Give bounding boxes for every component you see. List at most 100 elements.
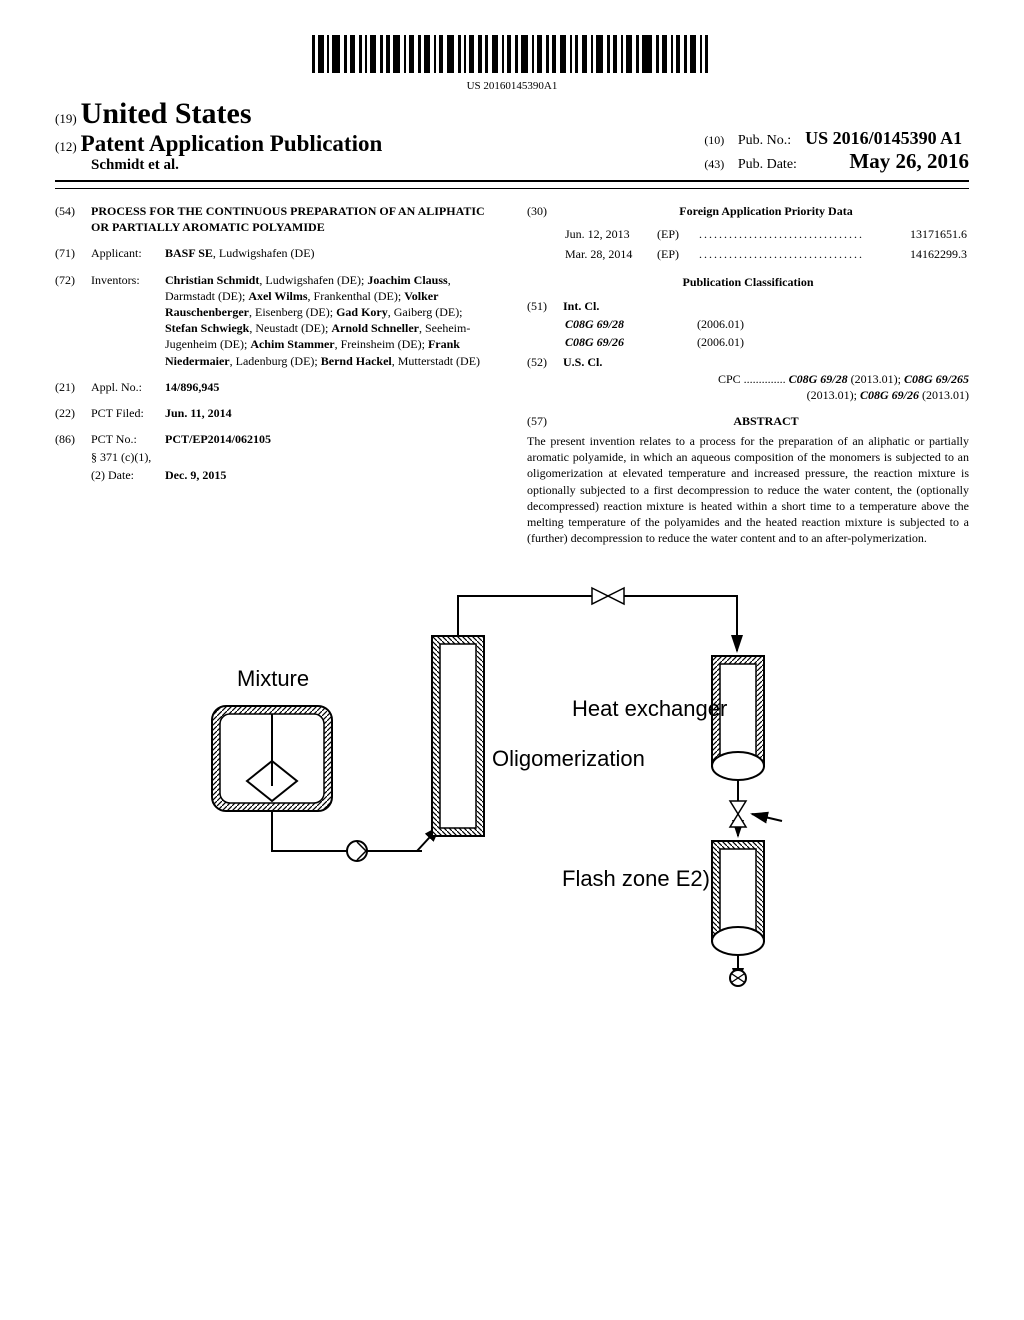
pub-date: May 26, 2016 bbox=[849, 149, 969, 173]
applicant-row: (71) Applicant: BASF SE, Ludwigshafen (D… bbox=[55, 245, 497, 261]
intcl-code: C08G 69/28 bbox=[565, 316, 695, 332]
header-authors: Schmidt et al. bbox=[55, 157, 382, 174]
priority-date: Mar. 28, 2014 bbox=[565, 245, 655, 263]
inventor-name: Gad Kory bbox=[336, 305, 388, 319]
pub-no-label: Pub. No.: bbox=[738, 133, 791, 148]
int-cl-row: (51) Int. Cl. C08G 69/28 (2006.01)C08G 6… bbox=[527, 298, 969, 353]
pump-icon bbox=[347, 841, 367, 861]
inventor-name: Bernd Hackel bbox=[321, 354, 392, 368]
pct-filed-label: PCT Filed: bbox=[91, 405, 165, 421]
us-cl-num: (52) bbox=[527, 354, 563, 403]
inventor-name: Stefan Schwiegk bbox=[165, 321, 249, 335]
pct-sub2-label: (2) Date: bbox=[91, 467, 165, 483]
pct-no-label: PCT No.: bbox=[91, 431, 165, 447]
title-row: (54) PROCESS FOR THE CONTINUOUS PREPARAT… bbox=[55, 203, 497, 235]
pct-sub2-value: Dec. 9, 2015 bbox=[165, 467, 497, 483]
inventor-loc: , Frankenthal (DE); bbox=[308, 289, 405, 303]
inventor-loc: , Neustadt (DE); bbox=[249, 321, 331, 335]
oligomerization-column-icon bbox=[432, 636, 484, 836]
pct-no-row: (86) PCT No.: PCT/EP2014/062105 bbox=[55, 431, 497, 447]
inventor-loc: , Ludwigshafen (DE); bbox=[259, 273, 367, 287]
cpc-label: CPC bbox=[718, 372, 741, 386]
appl-num: (21) bbox=[55, 379, 91, 395]
barcode-number: US 20160145390A1 bbox=[55, 80, 969, 92]
intcl-code: C08G 69/26 bbox=[565, 334, 695, 350]
doc-type: Patent Application Publication bbox=[81, 131, 383, 156]
applicant-label: Applicant: bbox=[91, 245, 165, 261]
pct-sub1-label: § 371 (c)(1), bbox=[91, 449, 165, 465]
us-cl-row: (52) U.S. Cl. CPC .............. C08G 69… bbox=[527, 354, 969, 403]
priority-code: (EP) bbox=[657, 225, 697, 243]
patent-title: PROCESS FOR THE CONTINUOUS PREPARATION O… bbox=[91, 203, 497, 235]
heat-exchanger-label: Heat exchanger bbox=[572, 696, 727, 721]
pct-filed-row: (22) PCT Filed: Jun. 11, 2014 bbox=[55, 405, 497, 421]
cpc-year-1b: (2013.01); bbox=[848, 372, 904, 386]
pub-date-prefix: (43) bbox=[704, 157, 734, 172]
priority-app: 13171651.6 bbox=[899, 225, 967, 243]
divider-thick bbox=[55, 180, 969, 182]
abstract-num: (57) bbox=[527, 413, 563, 429]
table-row: Mar. 28, 2014 (EP) .....................… bbox=[565, 245, 967, 263]
pct-no-value: PCT/EP2014/062105 bbox=[165, 431, 497, 447]
appl-value: 14/896,945 bbox=[165, 379, 497, 395]
mixture-tank-icon bbox=[212, 706, 332, 811]
barcode-block: US 20160145390A1 bbox=[55, 35, 969, 92]
pct-sub2-row: (2) Date: Dec. 9, 2015 bbox=[55, 467, 497, 483]
inventor-name: Joachim Clauss bbox=[367, 273, 447, 287]
pub-no: US 2016/0145390 A1 bbox=[805, 128, 962, 148]
intcl-year: (2006.01) bbox=[697, 334, 744, 350]
valve-icon bbox=[592, 588, 624, 604]
intcl-year: (2006.01) bbox=[697, 316, 744, 332]
us-cl-label: U.S. Cl. bbox=[563, 354, 969, 370]
country: United States bbox=[81, 97, 252, 130]
cpc-code-1a: C08G 69/28 bbox=[789, 372, 848, 386]
inventor-name: Christian Schmidt bbox=[165, 273, 259, 287]
inventors-num: (72) bbox=[55, 272, 91, 369]
int-cl-num: (51) bbox=[527, 298, 563, 353]
cpc-dots: .............. bbox=[744, 372, 786, 386]
pct-no-num: (86) bbox=[55, 431, 91, 447]
inventor-loc: , Gaiberg (DE); bbox=[388, 305, 463, 319]
foreign-priority-table: Jun. 12, 2013 (EP) .....................… bbox=[527, 223, 969, 265]
pct-filed-num: (22) bbox=[55, 405, 91, 421]
flash-zone-label: Flash zone E2) bbox=[562, 866, 710, 891]
abstract-head-row: (57) ABSTRACT bbox=[527, 413, 969, 429]
abstract-title: ABSTRACT bbox=[563, 413, 969, 429]
divider-thin bbox=[55, 188, 969, 189]
applicant-loc: , Ludwigshafen (DE) bbox=[213, 246, 315, 260]
appl-row: (21) Appl. No.: 14/896,945 bbox=[55, 379, 497, 395]
inventor-loc: , Freinsheim (DE); bbox=[335, 337, 428, 351]
pct-filed-value: Jun. 11, 2014 bbox=[165, 405, 497, 421]
pub-date-label: Pub. Date: bbox=[738, 157, 797, 172]
right-column: (30) Foreign Application Priority Data J… bbox=[527, 203, 969, 546]
appl-label: Appl. No.: bbox=[91, 379, 165, 395]
inventors-row: (72) Inventors: Christian Schmidt, Ludwi… bbox=[55, 272, 497, 369]
valve-icon-2 bbox=[730, 801, 746, 827]
inventor-loc: , Ladenburg (DE); bbox=[230, 354, 321, 368]
process-diagram: Mixture Oligomerization Heat exchanger bbox=[55, 566, 969, 996]
priority-dots: ................................. bbox=[699, 225, 897, 243]
title-num: (54) bbox=[55, 203, 91, 235]
left-column: (54) PROCESS FOR THE CONTINUOUS PREPARAT… bbox=[55, 203, 497, 546]
barcode-icon bbox=[312, 35, 712, 73]
foreign-num: (30) bbox=[527, 203, 563, 219]
applicant-num: (71) bbox=[55, 245, 91, 261]
inventor-name: Achim Stammer bbox=[250, 337, 334, 351]
int-cl-table: C08G 69/28 (2006.01)C08G 69/26 (2006.01) bbox=[563, 314, 746, 352]
table-row: Jun. 12, 2013 (EP) .....................… bbox=[565, 225, 967, 243]
inventor-loc: , Eisenberg (DE); bbox=[249, 305, 336, 319]
applicant-value: BASF SE bbox=[165, 246, 213, 260]
inventors-list: Christian Schmidt, Ludwigshafen (DE); Jo… bbox=[165, 272, 497, 369]
inventor-loc: , Mutterstadt (DE) bbox=[392, 354, 480, 368]
priority-date: Jun. 12, 2013 bbox=[565, 225, 655, 243]
mixture-label: Mixture bbox=[237, 666, 309, 691]
table-row: C08G 69/26 (2006.01) bbox=[565, 334, 744, 350]
table-row: C08G 69/28 (2006.01) bbox=[565, 316, 744, 332]
body-columns: (54) PROCESS FOR THE CONTINUOUS PREPARAT… bbox=[55, 203, 969, 546]
oligomerization-label: Oligomerization bbox=[492, 746, 645, 771]
header: (19) United States (12) Patent Applicati… bbox=[55, 97, 969, 174]
inventors-label: Inventors: bbox=[91, 272, 165, 369]
inventor-name: Arnold Schneller bbox=[331, 321, 419, 335]
foreign-head-row: (30) Foreign Application Priority Data bbox=[527, 203, 969, 219]
foreign-title: Foreign Application Priority Data bbox=[563, 203, 969, 219]
